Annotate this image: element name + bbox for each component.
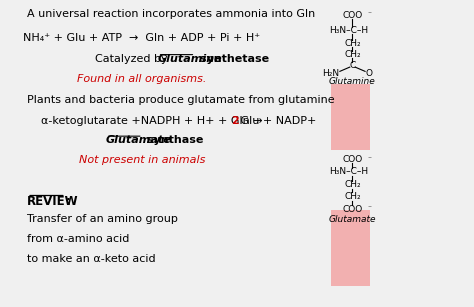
- Text: C: C: [349, 61, 356, 70]
- Text: NH₄⁺ + Glu + ATP  →  Gln + ADP + Pi + H⁺: NH₄⁺ + Glu + ATP → Gln + ADP + Pi + H⁺: [23, 33, 260, 43]
- Text: synthase: synthase: [143, 135, 203, 145]
- Text: H₂N: H₂N: [322, 69, 339, 78]
- Text: O: O: [365, 69, 372, 78]
- Text: Glutamine: Glutamine: [158, 54, 222, 64]
- Text: Found in all organisms.: Found in all organisms.: [77, 74, 207, 84]
- Text: ⁻: ⁻: [367, 204, 371, 213]
- Text: COO: COO: [342, 10, 363, 20]
- Text: H₃N–C–H: H₃N–C–H: [329, 167, 368, 176]
- Bar: [331, 84, 371, 150]
- Text: synthetase: synthetase: [196, 54, 269, 64]
- Text: α-ketoglutarate +NADPH + H+ + Gln →: α-ketoglutarate +NADPH + H+ + Gln →: [41, 116, 266, 126]
- Text: :: :: [66, 195, 71, 208]
- Text: ⁻: ⁻: [367, 10, 371, 19]
- Text: COO: COO: [342, 205, 363, 214]
- Text: CH₂: CH₂: [344, 180, 361, 189]
- Text: Plants and bacteria produce glutamate from glutamine: Plants and bacteria produce glutamate fr…: [27, 95, 335, 105]
- Text: CH₂: CH₂: [344, 192, 361, 201]
- Text: Glutamate: Glutamate: [328, 215, 376, 224]
- Text: COO: COO: [342, 155, 363, 164]
- Text: Transfer of an amino group: Transfer of an amino group: [27, 214, 178, 224]
- Bar: [331, 210, 371, 286]
- Text: Not present in animals: Not present in animals: [79, 155, 205, 165]
- Text: A universal reaction incorporates ammonia into Gln: A universal reaction incorporates ammoni…: [27, 9, 315, 19]
- Text: REVIEW: REVIEW: [27, 195, 79, 208]
- Text: H₃N–C–H: H₃N–C–H: [329, 26, 368, 35]
- Text: Catalyzed by: Catalyzed by: [95, 54, 171, 64]
- Text: ⁻: ⁻: [367, 154, 371, 163]
- Text: Glutamine: Glutamine: [329, 76, 376, 86]
- Text: Glutamate: Glutamate: [106, 135, 172, 145]
- Text: CH₂: CH₂: [344, 40, 361, 49]
- Text: to make an α-keto acid: to make an α-keto acid: [27, 254, 156, 264]
- Text: 2: 2: [231, 116, 239, 126]
- Text: CH₂: CH₂: [344, 50, 361, 60]
- Text: from α-amino acid: from α-amino acid: [27, 234, 129, 244]
- Text: Glu + NADP+: Glu + NADP+: [237, 116, 316, 126]
